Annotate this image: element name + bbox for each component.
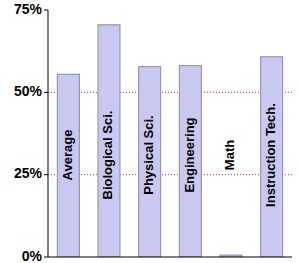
chart-container: 0% 25% 50% 75% Average Biological Sci. Physica…	[0, 0, 300, 263]
category-label: Biological Sci.	[100, 111, 115, 200]
y-tick-label: 75%	[14, 1, 43, 17]
y-tick-label: 50%	[14, 83, 43, 99]
bar	[261, 57, 283, 257]
category-label: Instruction Tech.	[263, 103, 278, 207]
grid-line	[48, 92, 292, 93]
y-tick	[44, 174, 48, 175]
y-tick	[44, 92, 48, 93]
bar	[57, 74, 79, 257]
y-tick-label: 0%	[22, 248, 43, 263]
bar	[139, 67, 161, 257]
category-label: Physical Sci.	[141, 115, 156, 195]
grid-line	[48, 174, 292, 175]
y-tick	[44, 10, 48, 11]
y-tick	[44, 257, 48, 258]
chart-svg: 0% 25% 50% 75% Average Biological Sci. Physica…	[0, 0, 300, 263]
category-label: Average	[60, 130, 75, 181]
bar	[98, 25, 120, 257]
y-axis	[48, 10, 49, 257]
bars	[57, 25, 282, 257]
bar	[179, 66, 201, 257]
x-axis	[48, 257, 292, 258]
category-label: Math	[222, 140, 237, 170]
y-tick-label: 25%	[14, 165, 43, 181]
category-label: Engineering	[182, 117, 197, 192]
